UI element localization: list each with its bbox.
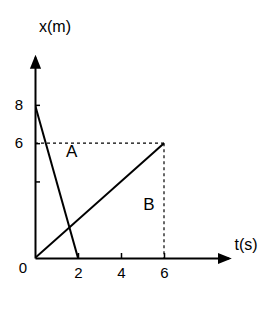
annotation: B	[143, 195, 154, 214]
guide-line	[163, 143, 164, 258]
series-line	[35, 105, 78, 258]
x-axis-line	[36, 258, 230, 260]
plot-area	[35, 105, 164, 258]
x-tick: 4	[117, 253, 125, 281]
x-tick-label: 4	[117, 264, 125, 281]
guide-line	[35, 143, 164, 144]
x-axis: 2 4 6	[36, 253, 230, 281]
y-tick-label: 6	[15, 134, 23, 151]
y-tick-label: 0	[19, 259, 27, 276]
annotation: A	[66, 142, 78, 161]
y-axis-title: x(m)	[39, 18, 71, 35]
y-tick	[35, 181, 40, 182]
y-tick-mark	[35, 181, 40, 183]
y-axis: 0 6 8	[15, 58, 40, 276]
y-tick-label: 8	[15, 96, 23, 113]
x-axis-title: t(s)	[235, 236, 258, 253]
y-axis-line	[35, 58, 37, 259]
chart: 2 4 6 0 6 8 x(m) t(s) A B	[0, 0, 280, 325]
y-tick: 0	[19, 259, 35, 276]
x-tick-mark	[121, 253, 123, 258]
x-tick-label: 6	[160, 264, 168, 281]
series-line	[35, 143, 164, 258]
x-tick-label: 2	[74, 264, 82, 281]
